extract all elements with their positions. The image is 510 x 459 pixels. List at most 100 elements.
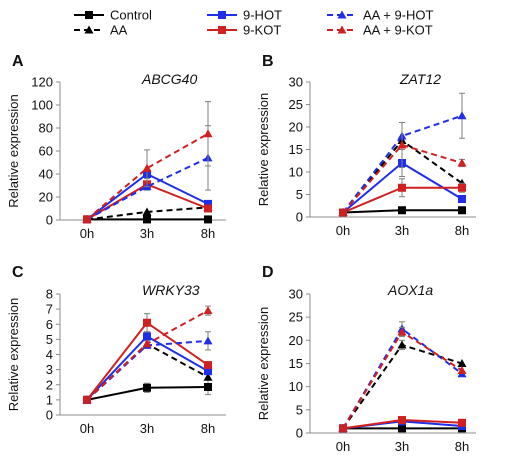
x-tick-label: 3h <box>395 223 409 238</box>
data-point <box>398 183 406 192</box>
y-tick-label: 25 <box>289 97 303 112</box>
y-tick-label: 25 <box>289 310 303 325</box>
data-point <box>457 111 467 120</box>
data-point <box>204 383 212 392</box>
data-point <box>142 207 152 216</box>
y-axis-label: Relative expression <box>6 94 21 207</box>
y-tick-label: 30 <box>289 287 303 302</box>
series-aa-9-kot <box>338 122 467 216</box>
data-point <box>142 339 152 348</box>
data-point <box>142 163 152 172</box>
data-point <box>203 306 213 315</box>
y-tick-label: 0 <box>296 210 303 225</box>
y-axis-label: Relative expression <box>256 307 271 420</box>
data-point <box>204 367 212 376</box>
y-tick-label: 4 <box>46 347 53 362</box>
legend-marker <box>337 25 347 34</box>
y-tick-label: 60 <box>39 144 53 159</box>
legend-item-9-hot: 9-HOT <box>207 8 282 23</box>
y-tick-label: 100 <box>31 98 53 113</box>
panel-label: A <box>12 53 24 70</box>
data-point <box>457 365 467 374</box>
x-tick-label: 3h <box>140 226 154 241</box>
y-tick-label: 10 <box>289 379 303 394</box>
legend-marker <box>84 25 94 34</box>
y-tick-label: 30 <box>289 75 303 90</box>
legend-item-aa-9-hot: AA + 9-HOT <box>327 8 433 23</box>
data-point <box>204 361 212 370</box>
chart-title: ZAT12 <box>399 71 441 87</box>
y-tick-label: 20 <box>39 190 53 205</box>
series-aa-9-kot <box>82 101 213 223</box>
data-point <box>143 383 151 392</box>
x-tick-label: 3h <box>140 421 154 436</box>
data-point <box>397 340 407 349</box>
y-tick-label: 15 <box>289 142 303 157</box>
series-line <box>342 114 463 214</box>
data-point <box>457 158 467 167</box>
data-point <box>397 140 407 149</box>
y-tick-label: 40 <box>39 167 53 182</box>
x-tick-label: 8h <box>455 439 469 454</box>
y-tick-label: 20 <box>289 333 303 348</box>
y-tick-label: 80 <box>39 121 53 136</box>
legend-item-aa-9-kot: AA + 9-KOT <box>327 23 433 38</box>
chart-title: AOX1a <box>387 282 433 298</box>
y-tick-label: 120 <box>31 75 53 90</box>
data-point <box>458 206 466 215</box>
x-tick-label: 8h <box>201 421 215 436</box>
data-point <box>398 416 406 425</box>
legend-label: AA + 9-KOT <box>363 23 433 38</box>
legend-marker <box>85 11 93 19</box>
chart-title: ABCG40 <box>141 71 197 87</box>
y-tick-label: 0 <box>46 213 53 228</box>
legend-label: AA + 9-HOT <box>363 8 433 23</box>
legend-label: Control <box>110 8 152 23</box>
series-line <box>86 132 209 221</box>
y-tick-label: 5 <box>296 187 303 202</box>
panel-label: D <box>262 264 274 281</box>
y-tick-label: 2 <box>46 377 53 392</box>
series-aa-9-kot <box>82 305 213 404</box>
data-point <box>338 423 348 432</box>
panel-a: A ABCG40 Relative expression 0 20 40 60 80 100 12… <box>6 53 226 241</box>
data-point <box>143 215 151 224</box>
series-control <box>339 206 466 217</box>
y-tick-label: 8 <box>46 287 53 302</box>
data-point <box>398 206 406 215</box>
legend-item-9-kot: 9-KOT <box>207 23 281 38</box>
data-point <box>397 327 407 336</box>
data-point <box>82 395 92 404</box>
data-point <box>458 418 466 427</box>
data-point <box>204 199 212 208</box>
y-tick-label: 0 <box>46 408 53 423</box>
panel-d: D AOX1a Relative expression 0 5 10 15 20 25 30 0h 3… <box>256 264 476 454</box>
series-aa <box>82 339 213 404</box>
series-line <box>342 143 463 214</box>
legend-marker <box>337 10 347 19</box>
data-point <box>143 332 151 341</box>
data-point <box>338 208 348 216</box>
data-point <box>204 204 212 213</box>
y-axis-label: Relative expression <box>6 298 21 411</box>
data-point <box>203 336 213 345</box>
x-tick-label: 8h <box>201 226 215 241</box>
data-point <box>457 359 467 367</box>
panel-label: B <box>262 53 274 70</box>
series-line <box>342 343 463 429</box>
x-tick-label: 0h <box>80 226 94 241</box>
data-point <box>458 183 466 192</box>
legend-marker <box>218 11 226 19</box>
data-point <box>203 372 213 381</box>
legend-label: 9-HOT <box>243 8 282 23</box>
y-tick-label: 0 <box>296 426 303 441</box>
y-tick-label: 6 <box>46 317 53 332</box>
data-point <box>143 318 151 327</box>
y-tick-label: 1 <box>46 392 53 407</box>
y-tick-label: 20 <box>289 120 303 135</box>
y-tick-label: 5 <box>296 402 303 417</box>
series-aa-9-hot <box>338 321 467 432</box>
legend-item-aa: AA <box>74 23 128 38</box>
